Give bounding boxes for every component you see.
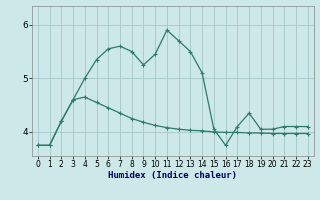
X-axis label: Humidex (Indice chaleur): Humidex (Indice chaleur) bbox=[108, 171, 237, 180]
